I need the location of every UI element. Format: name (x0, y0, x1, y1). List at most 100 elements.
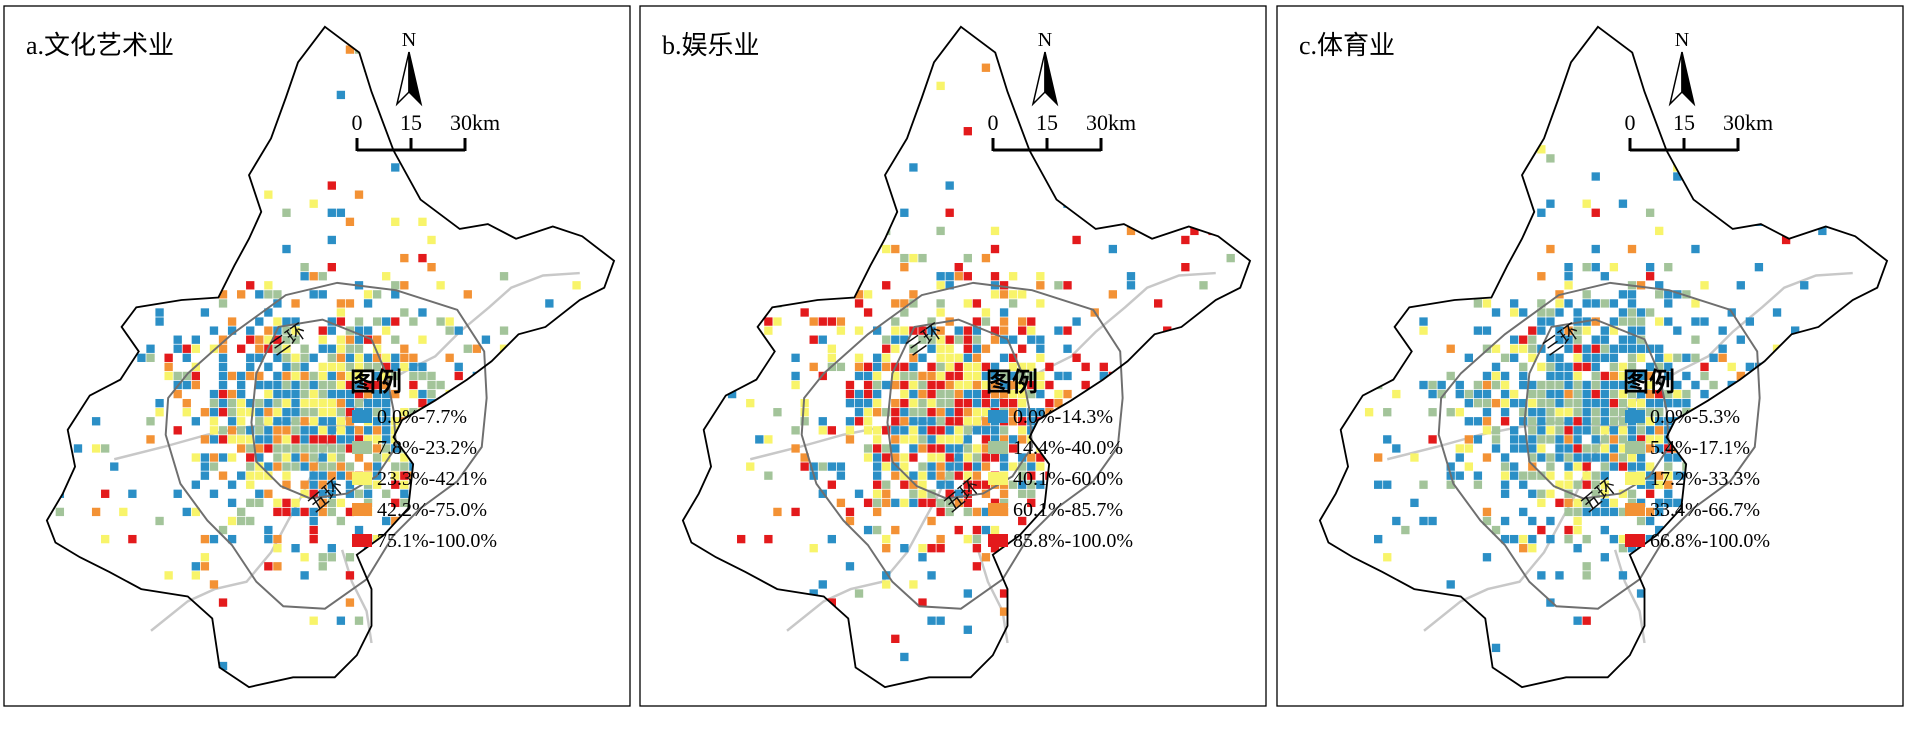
grid-cell (963, 589, 972, 598)
grid-cell (318, 380, 327, 390)
grid-cell (918, 462, 927, 471)
grid-cell (1591, 426, 1600, 435)
grid-cell (918, 435, 927, 444)
grid-cell (318, 408, 327, 417)
grid-cell (1464, 417, 1473, 426)
grid-cell (999, 335, 1009, 344)
grid-cell (1600, 398, 1609, 408)
grid-cell (900, 426, 909, 435)
grid-cell (1655, 389, 1664, 399)
grid-cell (927, 408, 936, 417)
grid-cell (972, 507, 982, 517)
grid-cell (264, 435, 273, 444)
grid-cell (1519, 380, 1528, 390)
grid-cell (891, 498, 900, 508)
grid-cell (1509, 389, 1519, 399)
grid-cell (1564, 389, 1573, 399)
grid-cell (200, 562, 210, 571)
grid-cell (1537, 380, 1546, 390)
grid-cell (1555, 571, 1564, 580)
grid-cell (273, 290, 282, 299)
grid-cell (327, 444, 336, 453)
grid-cell (1645, 426, 1655, 435)
grid-cell (891, 525, 900, 535)
grid-cell (945, 489, 954, 498)
grid-cell (1546, 308, 1555, 317)
grid-cell (1063, 326, 1072, 335)
grid-cell (445, 326, 454, 335)
grid-cell (1573, 480, 1582, 489)
grid-cell (327, 263, 336, 272)
grid-cell (291, 398, 300, 408)
grid-cell (1108, 244, 1118, 254)
grid-cell (1664, 453, 1673, 462)
grid-cell (1736, 335, 1745, 344)
grid-cell (1618, 489, 1628, 498)
grid-cell (845, 562, 855, 571)
grid-cell (972, 371, 982, 381)
grid-cell (1600, 471, 1609, 480)
grid-cell (336, 362, 346, 372)
grid-cell (1636, 589, 1646, 598)
grid-cell (891, 471, 900, 480)
grid-cell (218, 408, 228, 417)
grid-cell (1555, 308, 1564, 317)
grid-cell (1655, 435, 1664, 444)
grid-cell (1555, 389, 1564, 399)
grid-cell (1573, 616, 1582, 625)
grid-cell (1600, 525, 1609, 535)
legend-item-label: 14.4%-40.0% (1013, 437, 1123, 459)
legend-swatch (988, 410, 1008, 423)
grid-cell (1564, 344, 1573, 353)
grid-cell (363, 380, 373, 390)
grid-cell (954, 489, 963, 498)
grid-cell (146, 435, 155, 444)
grid-cell (963, 435, 972, 444)
grid-cell (382, 362, 391, 372)
grid-cell (1364, 408, 1374, 417)
grid-cell (218, 398, 228, 408)
grid-cell (391, 480, 400, 489)
grid-cell (1455, 453, 1464, 462)
grid-cell (891, 335, 900, 344)
grid-cell (1072, 353, 1081, 362)
grid-cell (936, 389, 945, 399)
grid-cell (1655, 498, 1664, 508)
grid-cell (872, 362, 882, 372)
grid-cell (318, 507, 327, 517)
grid-cell (1528, 353, 1537, 362)
grid-cell (972, 362, 982, 372)
grid-cell (300, 444, 309, 453)
grid-cell (1618, 371, 1628, 381)
grid-cell (1591, 344, 1600, 353)
grid-cell (264, 562, 273, 571)
grid-cell (1528, 453, 1537, 462)
grid-cell (209, 580, 219, 589)
grid-cell (309, 480, 318, 489)
grid-cell (863, 389, 873, 399)
grid-cell (1555, 353, 1564, 362)
grid-cell (918, 389, 927, 399)
grid-cell (1573, 408, 1582, 417)
grid-cell (1618, 199, 1628, 208)
grid-cell (345, 353, 355, 362)
grid-cell (945, 453, 954, 462)
grid-cell (1609, 317, 1619, 326)
grid-cell (218, 389, 228, 399)
grid-cell (1018, 453, 1027, 462)
grid-cell (1600, 553, 1609, 562)
grid-cell (1054, 281, 1063, 290)
grid-cell (236, 507, 246, 517)
grid-cell (854, 417, 864, 426)
grid-cell (1126, 281, 1136, 290)
grid-cell (164, 371, 173, 381)
grid-cell (800, 408, 809, 417)
grid-cell (327, 344, 336, 353)
grid-cell (318, 417, 327, 426)
grid-cell (300, 417, 309, 426)
grid-cell (945, 362, 954, 372)
grid-cell (1618, 335, 1628, 344)
grid-cell (309, 389, 318, 399)
grid-cell (882, 571, 891, 580)
grid-cell (1745, 362, 1755, 372)
